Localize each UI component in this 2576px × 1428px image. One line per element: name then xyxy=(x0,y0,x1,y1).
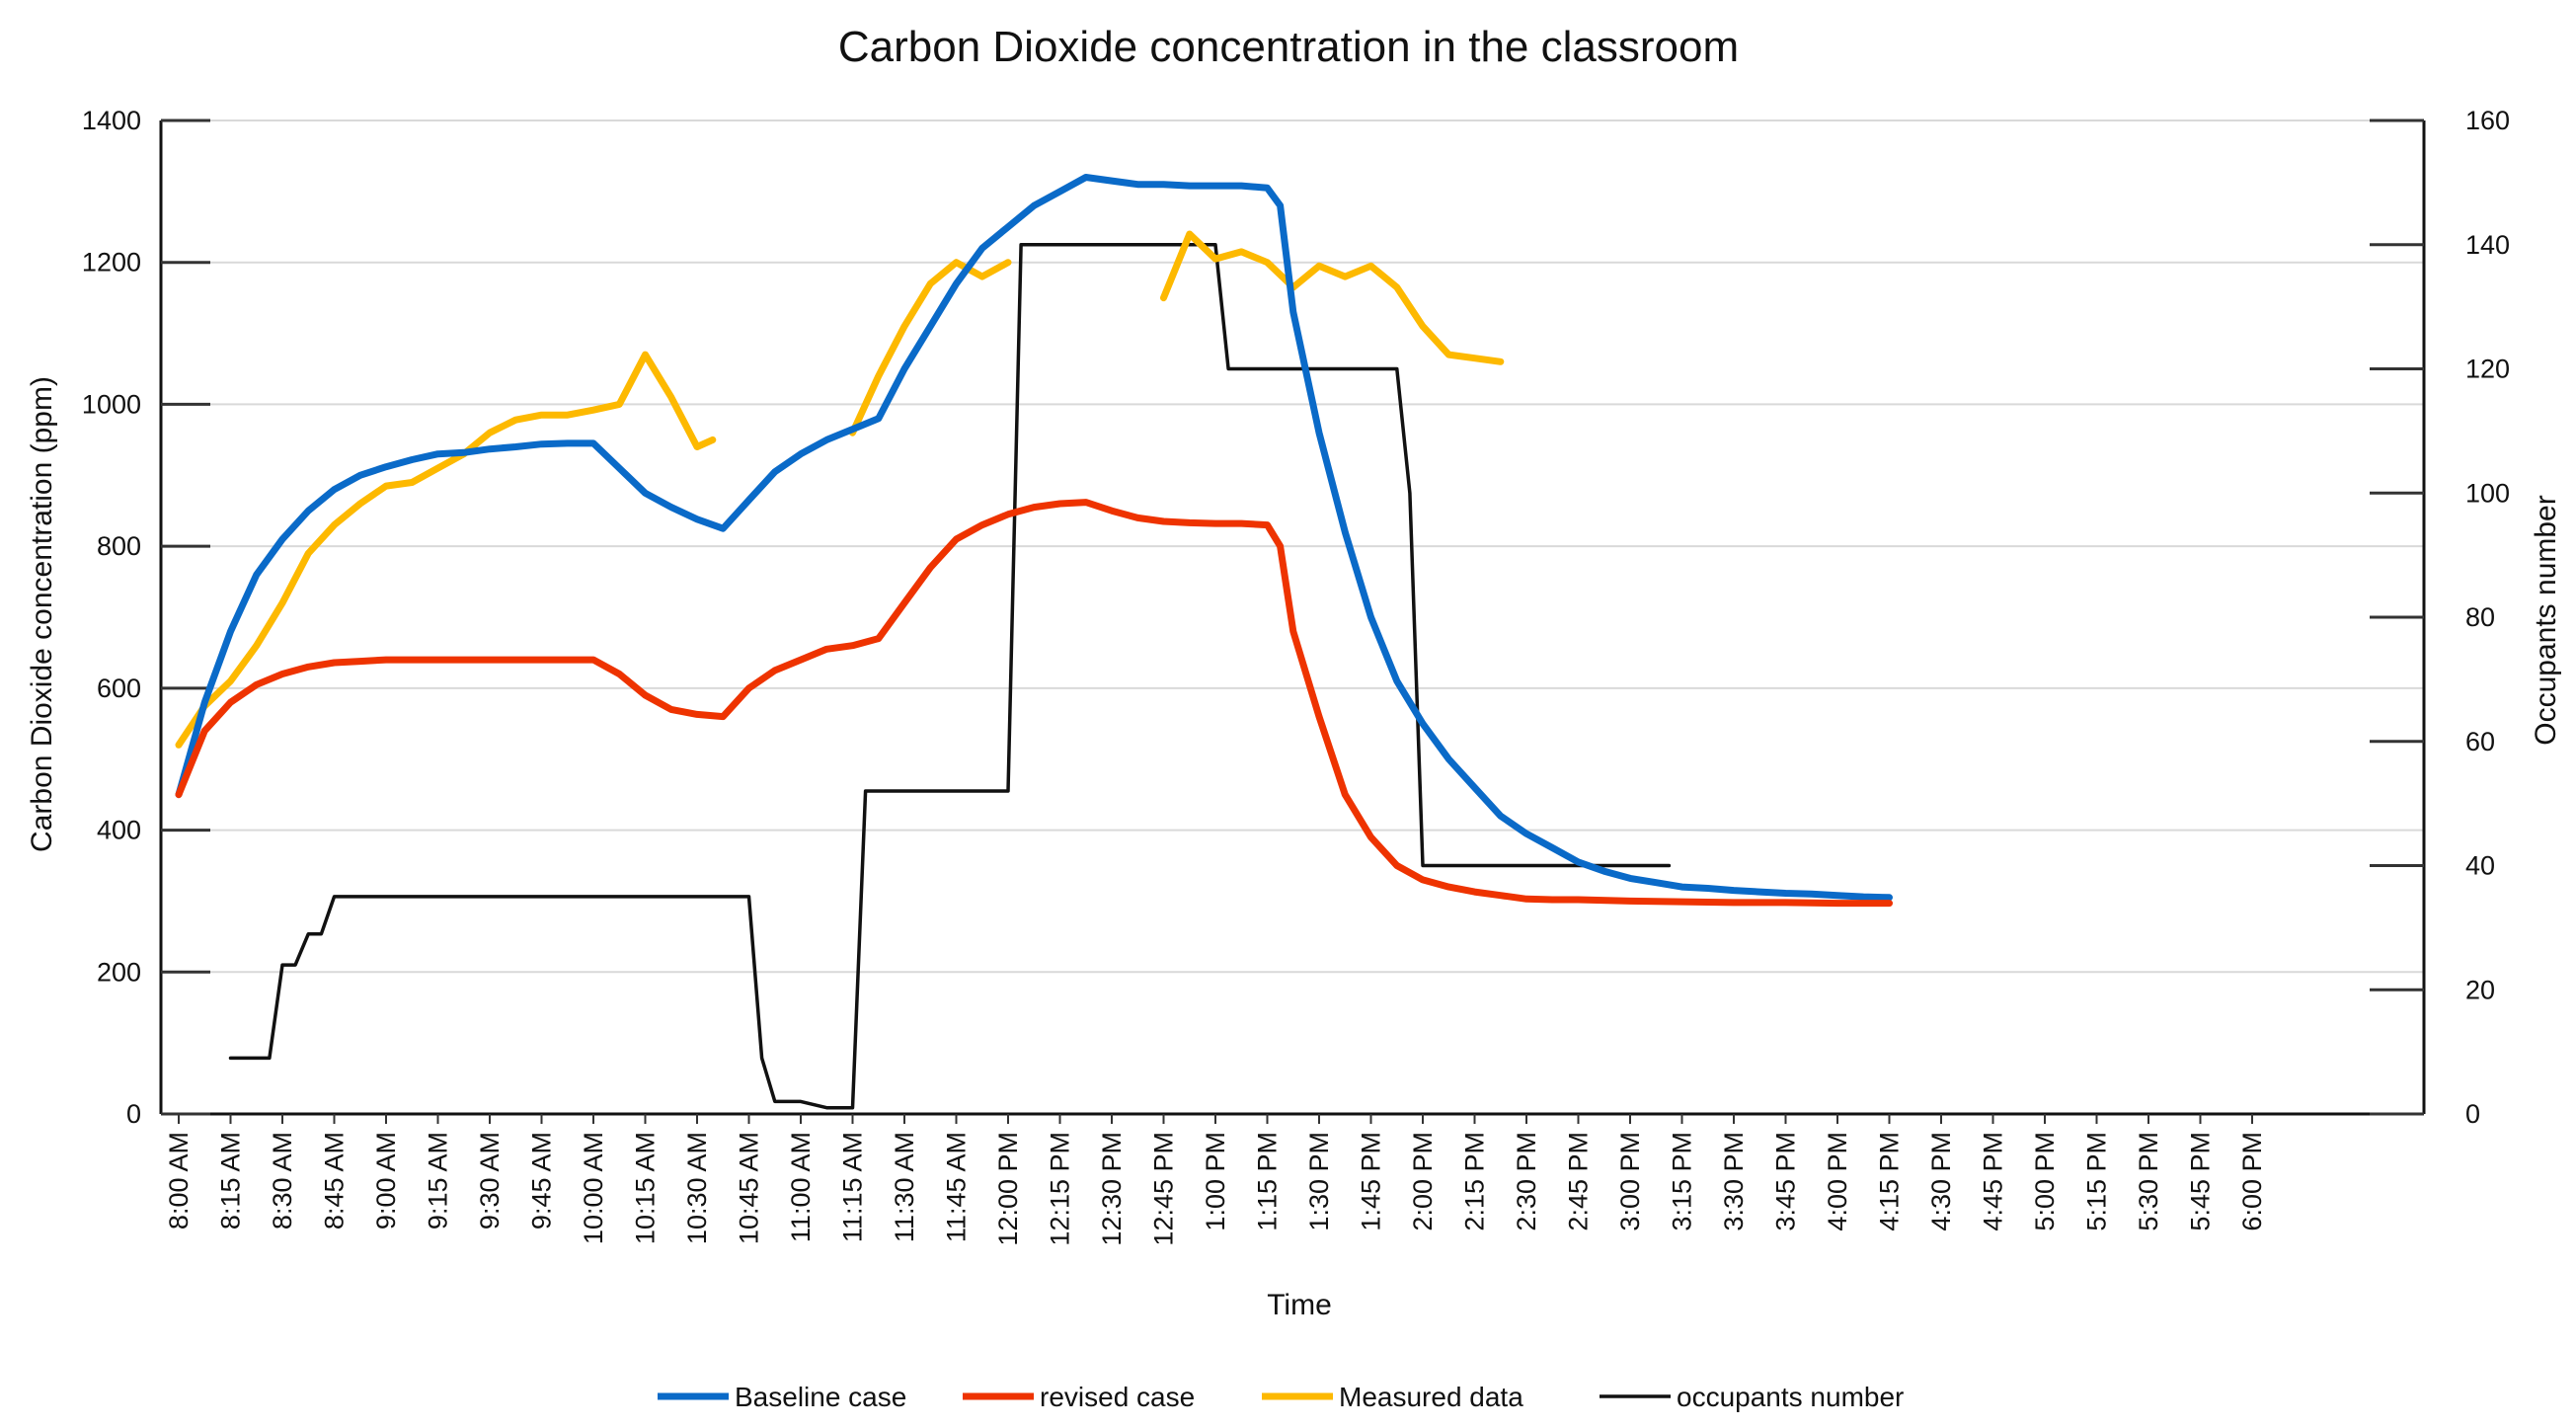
right-tick-label: 0 xyxy=(2465,1099,2480,1129)
x-tick-label: 8:00 AM xyxy=(164,1132,194,1230)
series-line-measured-data-2 xyxy=(849,259,1012,436)
x-tick-label: 1:00 PM xyxy=(1201,1132,1230,1231)
x-tick-label: 4:15 PM xyxy=(1875,1132,1905,1231)
series-occupants-number xyxy=(228,243,1672,1110)
x-tick-label: 12:00 PM xyxy=(993,1132,1023,1246)
x-tick-label: 8:45 AM xyxy=(320,1132,350,1230)
series-measured-data xyxy=(175,230,1505,749)
x-tick-label: 2:30 PM xyxy=(1512,1132,1541,1231)
x-tick-label: 1:45 PM xyxy=(1357,1132,1386,1231)
x-tick-label: 10:45 AM xyxy=(735,1132,764,1244)
x-tick-label: 9:00 AM xyxy=(371,1132,401,1230)
series-line-baseline-case xyxy=(175,174,1893,902)
series-revised-case xyxy=(175,499,1893,908)
right-tick-label: 60 xyxy=(2465,727,2495,756)
left-tick-label: 1000 xyxy=(82,389,141,419)
left-tick-label: 1200 xyxy=(82,248,141,278)
left-axis-ticks: 0 200 400 600 800 1000 1200 1400 xyxy=(82,106,210,1129)
x-tick-label: 3:15 PM xyxy=(1668,1132,1697,1231)
left-tick-label: 1400 xyxy=(82,106,141,135)
right-tick-label: 160 xyxy=(2465,106,2510,135)
x-tick-label: 4:30 PM xyxy=(1926,1132,1956,1231)
left-tick-label: 600 xyxy=(97,674,141,703)
legend-label-measured-data: Measured data xyxy=(1339,1382,1523,1412)
x-tick-label: 2:45 PM xyxy=(1564,1132,1594,1231)
x-tick-label: 12:30 PM xyxy=(1097,1132,1127,1246)
y2-axis-title: Occupants number xyxy=(2530,495,2562,745)
x-tick-label: 10:15 AM xyxy=(631,1132,661,1244)
x-tick-label: 3:00 PM xyxy=(1615,1132,1645,1231)
x-tick-label: 12:45 PM xyxy=(1149,1132,1179,1246)
right-tick-label: 100 xyxy=(2465,478,2510,508)
x-tick-label: 12:15 PM xyxy=(1046,1132,1075,1246)
x-tick-label: 8:15 AM xyxy=(216,1132,246,1230)
right-tick-label: 120 xyxy=(2465,355,2510,384)
x-tick-label: 3:45 PM xyxy=(1771,1132,1801,1231)
x-tick-label: 9:45 AM xyxy=(527,1132,557,1230)
right-tick-label: 20 xyxy=(2465,975,2495,1004)
x-tick-label: 2:15 PM xyxy=(1460,1132,1490,1231)
legend-label-occupants-number: occupants number xyxy=(1677,1382,1904,1412)
series-line-occupants-number xyxy=(228,243,1672,1110)
right-tick-label: 40 xyxy=(2465,851,2495,881)
legend: Baseline case revised case Measured data oc… xyxy=(658,1382,1904,1412)
left-tick-label: 800 xyxy=(97,531,141,561)
y-axis-title: Carbon Dioxide concentration (ppm) xyxy=(26,376,58,852)
x-tick-label: 10:30 AM xyxy=(682,1132,712,1244)
left-tick-label: 400 xyxy=(97,816,141,845)
x-tick-label: 4:45 PM xyxy=(1979,1132,2008,1231)
series-line-revised-case xyxy=(175,499,1893,908)
x-tick-label: 1:15 PM xyxy=(1253,1132,1283,1231)
series-baseline-case xyxy=(175,174,1893,902)
x-axis-ticks: 8:00 AM 8:15 AM 8:30 AM 8:45 AM 9:00 AM 9:15 … xyxy=(164,1114,2267,1246)
left-tick-label: 200 xyxy=(97,957,141,987)
x-tick-label: 11:00 AM xyxy=(786,1132,816,1242)
series-layer xyxy=(175,174,1893,1110)
x-tick-label: 11:15 AM xyxy=(838,1132,868,1242)
x-tick-label: 10:00 AM xyxy=(579,1132,608,1244)
x-tick-label: 3:30 PM xyxy=(1719,1132,1749,1231)
x-tick-label: 5:15 PM xyxy=(2082,1132,2112,1231)
x-tick-label: 9:15 AM xyxy=(424,1132,453,1230)
x-tick-label: 11:45 AM xyxy=(942,1132,972,1242)
series-line-measured-data-1 xyxy=(175,351,717,749)
gridlines xyxy=(161,119,2424,974)
x-axis-title: Time xyxy=(1267,1289,1332,1321)
right-tick-label: 80 xyxy=(2465,602,2495,632)
series-line-measured-data-3 xyxy=(1160,230,1505,365)
legend-label-baseline-case: Baseline case xyxy=(735,1382,906,1412)
x-tick-label: 2:00 PM xyxy=(1408,1132,1438,1231)
left-tick-label: 0 xyxy=(126,1099,141,1129)
legend-label-revised-case: revised case xyxy=(1040,1382,1195,1412)
x-tick-label: 5:00 PM xyxy=(2030,1132,2060,1231)
x-tick-label: 4:00 PM xyxy=(1823,1132,1852,1231)
right-axis-ticks: 0 20 40 60 80 100 120 140 160 xyxy=(2370,106,2510,1129)
x-tick-label: 8:30 AM xyxy=(268,1132,297,1230)
x-tick-label: 9:30 AM xyxy=(475,1132,505,1230)
chart-title: Carbon Dioxide concentration in the clas… xyxy=(838,23,1739,71)
x-tick-label: 6:00 PM xyxy=(2237,1132,2267,1231)
x-tick-label: 5:30 PM xyxy=(2134,1132,2163,1231)
x-tick-label: 11:30 AM xyxy=(890,1132,919,1242)
x-tick-label: 1:30 PM xyxy=(1304,1132,1334,1231)
x-tick-label: 5:45 PM xyxy=(2186,1132,2216,1231)
right-tick-label: 140 xyxy=(2465,230,2510,260)
